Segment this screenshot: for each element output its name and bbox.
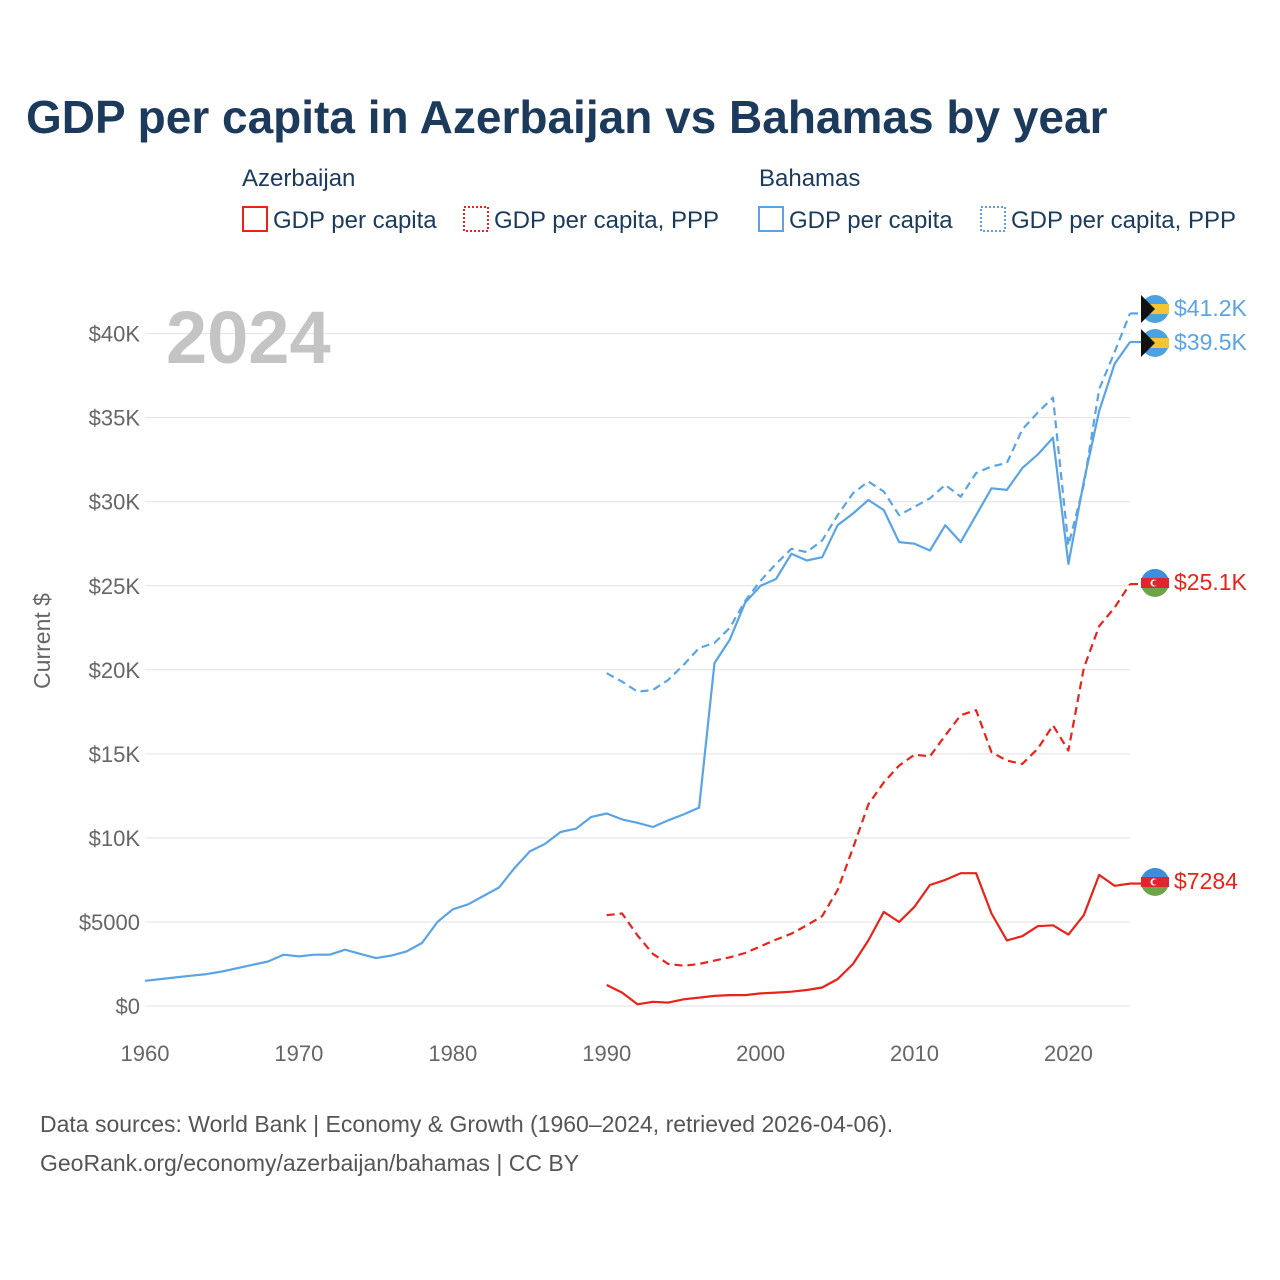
legend-swatch-bahamas-ppp	[980, 206, 1006, 232]
end-label-azerbaijan-gdp: $7284	[1174, 868, 1238, 894]
series-line-azerbaijan-gdp-per-capita	[606, 872, 1131, 1006]
legend-label-azerbaijan-ppp: GDP per capita, PPP	[494, 207, 719, 234]
legend: Azerbaijan GDP per capita GDP per capita…	[242, 165, 1236, 234]
y-tick-label: $30K	[89, 490, 141, 515]
y-tick-label: $40K	[89, 322, 141, 347]
chart-title: GDP per capita in Azerbaijan vs Bahamas …	[26, 91, 1108, 143]
bahamas-flag-icon	[1141, 295, 1169, 323]
y-tick-label: $35K	[89, 406, 141, 431]
series-layer	[144, 312, 1141, 1006]
series-line-bahamas-gdp-per-capita-ppp	[606, 312, 1132, 693]
legend-swatch-bahamas-gdp	[758, 206, 784, 232]
x-tick-label: 1970	[274, 1041, 323, 1066]
series-line-azerbaijan-gdp-per-capita-ppp	[606, 583, 1131, 967]
x-axis-ticks: 1960 1970 1980 1990 2000 2010 2020	[121, 1041, 1093, 1066]
y-tick-label: $0	[116, 994, 140, 1019]
series-line-bahamas-gdp-per-capita	[144, 341, 1131, 982]
legend-group-bahamas: Bahamas	[759, 165, 860, 192]
x-tick-label: 1960	[121, 1041, 170, 1066]
x-tick-label: 2020	[1044, 1041, 1093, 1066]
y-tick-label: $25K	[89, 574, 141, 599]
azerbaijan-flag-icon	[1141, 569, 1169, 597]
y-axis-ticks: $0 $5000 $10K $15K $20K $25K $30K $35K $40K	[79, 322, 141, 1019]
y-tick-label: $15K	[89, 742, 141, 767]
x-tick-label: 1980	[428, 1041, 477, 1066]
legend-group-azerbaijan: Azerbaijan	[242, 165, 355, 192]
bahamas-flag-icon	[1141, 329, 1169, 357]
y-axis-label: Current $	[29, 593, 55, 689]
y-tick-label: $20K	[89, 658, 141, 683]
azerbaijan-flag-icon	[1141, 868, 1169, 896]
source-link: GeoRank.org/economy/azerbaijan/bahamas |…	[40, 1150, 579, 1176]
end-label-bahamas-ppp: $41.2K	[1174, 295, 1248, 321]
x-tick-label: 2000	[736, 1041, 785, 1066]
year-indicator: 2024	[166, 296, 331, 379]
legend-swatch-azerbaijan-ppp	[463, 206, 489, 232]
legend-swatch-azerbaijan-gdp	[242, 206, 268, 232]
x-tick-label: 2010	[890, 1041, 939, 1066]
legend-label-azerbaijan-gdp: GDP per capita	[273, 207, 437, 234]
legend-label-bahamas-ppp: GDP per capita, PPP	[1011, 207, 1236, 234]
end-label-azerbaijan-ppp: $25.1K	[1174, 569, 1248, 595]
source-note: Data sources: World Bank | Economy & Gro…	[40, 1111, 893, 1137]
y-tick-label: $10K	[89, 826, 141, 851]
y-tick-label: $5000	[79, 910, 140, 935]
x-tick-label: 1990	[582, 1041, 631, 1066]
end-label-bahamas-gdp: $39.5K	[1174, 329, 1248, 355]
legend-label-bahamas-gdp: GDP per capita	[789, 207, 953, 234]
grid-layer	[145, 333, 1130, 1007]
